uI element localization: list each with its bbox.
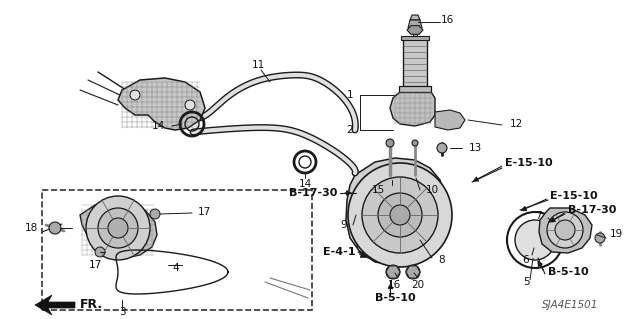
Text: 7: 7 [536, 211, 542, 221]
Circle shape [515, 220, 555, 260]
Circle shape [130, 90, 140, 100]
Text: 12: 12 [510, 119, 524, 129]
Circle shape [406, 265, 420, 279]
Circle shape [150, 209, 160, 219]
Text: 11: 11 [252, 60, 264, 70]
Text: E-15-10: E-15-10 [550, 191, 598, 201]
Text: 14: 14 [298, 179, 312, 189]
Polygon shape [410, 15, 420, 20]
Circle shape [357, 182, 373, 198]
Text: 2: 2 [346, 125, 353, 135]
Text: 8: 8 [438, 255, 445, 265]
Text: 10: 10 [426, 185, 439, 195]
Text: 13: 13 [469, 143, 483, 153]
Circle shape [437, 143, 447, 153]
Polygon shape [346, 158, 445, 265]
Text: SJA4E1501: SJA4E1501 [542, 300, 598, 310]
Circle shape [348, 163, 452, 267]
Text: B-17-30: B-17-30 [568, 205, 616, 215]
Polygon shape [408, 20, 422, 28]
Text: 16: 16 [440, 15, 454, 25]
Text: 5: 5 [523, 277, 529, 287]
Circle shape [357, 237, 373, 253]
Circle shape [95, 247, 105, 257]
Polygon shape [390, 92, 435, 126]
Circle shape [547, 212, 583, 248]
Circle shape [555, 220, 575, 240]
Bar [413, 33, 417, 48]
Text: 3: 3 [118, 307, 125, 317]
Polygon shape [386, 266, 400, 278]
Text: 14: 14 [152, 121, 165, 131]
Text: 1: 1 [346, 90, 353, 100]
Circle shape [185, 100, 195, 110]
Circle shape [378, 193, 422, 237]
Circle shape [386, 265, 400, 279]
Text: 18: 18 [25, 223, 38, 233]
Circle shape [49, 222, 61, 234]
Text: E-4-1: E-4-1 [323, 247, 355, 257]
Circle shape [86, 196, 150, 260]
Circle shape [412, 140, 418, 146]
Polygon shape [403, 38, 427, 88]
Text: E-15-10: E-15-10 [505, 158, 552, 168]
Polygon shape [539, 208, 592, 253]
Polygon shape [407, 26, 423, 34]
Circle shape [98, 208, 138, 248]
Text: B-17-30: B-17-30 [289, 188, 337, 198]
Polygon shape [435, 110, 465, 130]
Circle shape [390, 205, 410, 225]
Circle shape [423, 208, 437, 222]
Circle shape [595, 233, 605, 243]
Text: 16: 16 [387, 280, 401, 290]
Text: 9: 9 [340, 220, 347, 230]
Bar [42, 190, 312, 310]
Circle shape [386, 139, 394, 147]
Polygon shape [80, 200, 157, 258]
Polygon shape [35, 295, 75, 315]
Polygon shape [406, 266, 420, 278]
Text: 15: 15 [372, 185, 385, 195]
Text: 19: 19 [610, 229, 623, 239]
Circle shape [108, 218, 128, 238]
Text: 17: 17 [198, 207, 211, 217]
Text: B-5-10: B-5-10 [548, 267, 589, 277]
Text: 17: 17 [88, 260, 102, 270]
Polygon shape [401, 36, 429, 40]
Text: 6: 6 [523, 255, 529, 265]
Text: B-5-10: B-5-10 [374, 293, 415, 303]
Polygon shape [399, 86, 431, 92]
Circle shape [362, 177, 438, 253]
Polygon shape [118, 78, 205, 130]
Text: 20: 20 [412, 280, 424, 290]
Text: FR.: FR. [80, 299, 103, 311]
Text: 4: 4 [173, 263, 179, 273]
